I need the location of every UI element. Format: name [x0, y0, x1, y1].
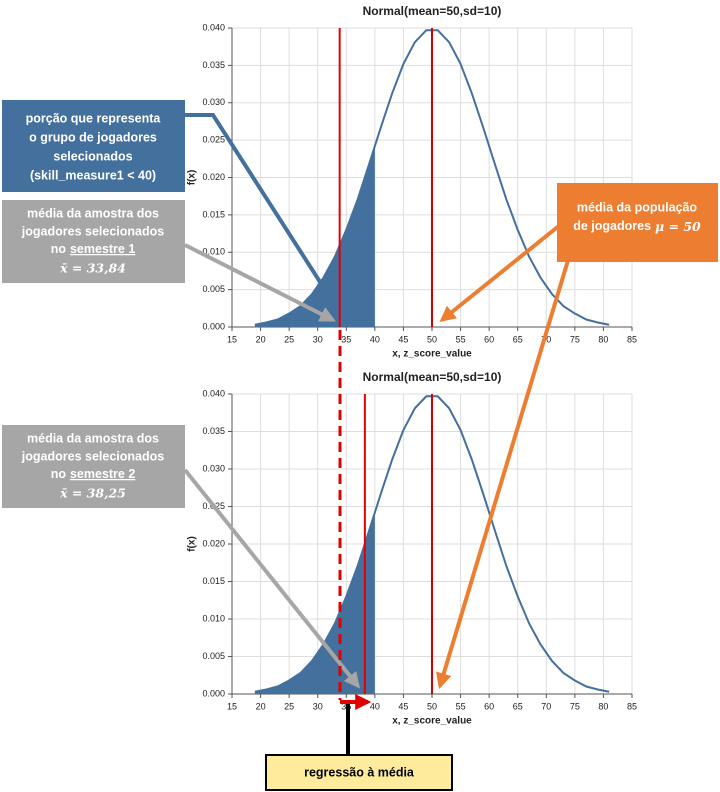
y-tick-label: 0.010 [202, 613, 225, 623]
y-tick-label: 0.005 [202, 284, 225, 294]
annotation-text: no semestre 2 [51, 467, 136, 481]
x-tick-label: 15 [227, 701, 237, 711]
annotation-text: no [51, 467, 67, 481]
box [2, 425, 185, 508]
y-tick-label: 0.010 [202, 247, 225, 257]
annotation-text: no semestre 1 [51, 242, 136, 256]
x-tick-label: 75 [570, 334, 580, 344]
arrow [184, 243, 336, 322]
x-tick-label: 70 [541, 701, 551, 711]
annotation-box: porção que representa o grupo de jogador… [2, 100, 185, 192]
annotation-box: regressão à média [265, 754, 453, 791]
x-tick-label: 35 [341, 334, 351, 344]
y-tick-label: 0.035 [202, 60, 225, 70]
charts: 0.000 0.005 0.010 0.015 0.020 0.025 0.030 0.035… [187, 4, 637, 726]
x-tick-label: 45 [398, 334, 408, 344]
plot: 0.000 0.005 0.010 0.015 0.020 0.025 0.030 0.035… [187, 4, 637, 359]
annotation-text: jogadores selecionados [21, 449, 164, 463]
y-tick-label: 0.000 [202, 688, 225, 698]
y-tick-label: 0.025 [202, 135, 225, 145]
annotation-text: média da amostra dos [27, 431, 159, 445]
y-tick-label: 0.020 [202, 172, 225, 182]
annotation-text: de jogadores [573, 219, 651, 233]
y-tick-label: 0.030 [202, 97, 225, 107]
x-tick-label: 15 [227, 334, 237, 344]
x-tick-label: 40 [370, 334, 380, 344]
annotation-text: semestre 2 [70, 467, 135, 481]
y-tick-label: 0.000 [202, 321, 225, 331]
x-tick-label: 30 [313, 334, 323, 344]
x-tick-label: 25 [284, 701, 294, 711]
annotation-text: no [51, 242, 67, 256]
y-tick-label: 0.040 [202, 22, 225, 32]
annotation-box: média da população de jogadores μ = 50 [557, 183, 718, 262]
annotation-text: regressão à média [304, 765, 415, 779]
annotation-text: de jogadores μ = 50 [573, 219, 701, 234]
y-tick-label: 0.040 [202, 388, 225, 398]
x-tick-label: 30 [313, 701, 323, 711]
x-tick-label: 45 [398, 701, 408, 711]
annotation-box: média da amostra dos jogadores seleciona… [2, 200, 185, 283]
annotation-text: média da amostra dos [27, 206, 159, 220]
connector [185, 113, 324, 287]
x-tick-label: 50 [427, 701, 437, 711]
x-tick-label: 40 [370, 701, 380, 711]
x-tick-label: 25 [284, 334, 294, 344]
annotation-text: selecionados [53, 149, 132, 163]
annotation-text: jogadores selecionados [21, 224, 164, 238]
y-tick-label: 0.030 [202, 463, 225, 473]
box [265, 754, 453, 791]
area [254, 512, 375, 694]
y-tick-label: 0.020 [202, 538, 225, 548]
y-axis-label: f(x) [187, 536, 198, 552]
y-tick-label: 0.005 [202, 651, 225, 661]
annotation-box: média da amostra dos jogadores seleciona… [2, 425, 185, 508]
y-tick-label: 0.035 [202, 426, 225, 436]
x-tick-label: 85 [627, 334, 637, 344]
y-tick-label: 0.015 [202, 576, 225, 586]
area [254, 146, 375, 327]
arrow [436, 236, 577, 690]
y-axis-label: f(x) [187, 170, 198, 186]
x-axis-label: x, z_score_value [392, 349, 472, 360]
box [557, 183, 718, 262]
x-tick-label: 80 [598, 334, 608, 344]
arrow [183, 468, 361, 689]
x-tick-label: 20 [256, 701, 266, 711]
x-tick-label: 85 [627, 701, 637, 711]
x-axis-label: x, z_score_value [392, 716, 472, 727]
x-tick-label: 65 [513, 701, 523, 711]
x-tick-label: 50 [427, 334, 437, 344]
plot: 0.0000.0050.0100.0150.0200.0250.0300.035… [187, 370, 637, 726]
annotation-text: média da população [577, 200, 698, 214]
x-tick-label: 65 [513, 334, 523, 344]
x-tick-label: 20 [256, 334, 266, 344]
chart-title: Normal(mean=50,sd=10) [363, 4, 502, 18]
x-tick-label: 55 [456, 701, 466, 711]
x-tick-label: 80 [598, 701, 608, 711]
annotation-text: porção que representa [26, 111, 162, 125]
annotation-text: semestre 1 [70, 242, 135, 256]
formula: x̄ = 38,25 [59, 486, 126, 501]
box [2, 100, 185, 192]
x-tick-label: 55 [456, 334, 466, 344]
arrow [439, 223, 562, 323]
box [2, 200, 185, 283]
chart-title: Normal(mean=50,sd=10) [363, 370, 502, 384]
formula: μ = 50 [655, 219, 701, 234]
formula: x̄ = 33,84 [59, 261, 126, 276]
x-tick-label: 60 [484, 701, 494, 711]
x-tick-label: 60 [484, 334, 494, 344]
x-tick-label: 75 [570, 701, 580, 711]
y-tick-label: 0.015 [202, 209, 225, 219]
annotation-text: o grupo de jogadores [29, 130, 157, 144]
annotation-text: (skill_measure1 < 40) [30, 168, 156, 182]
